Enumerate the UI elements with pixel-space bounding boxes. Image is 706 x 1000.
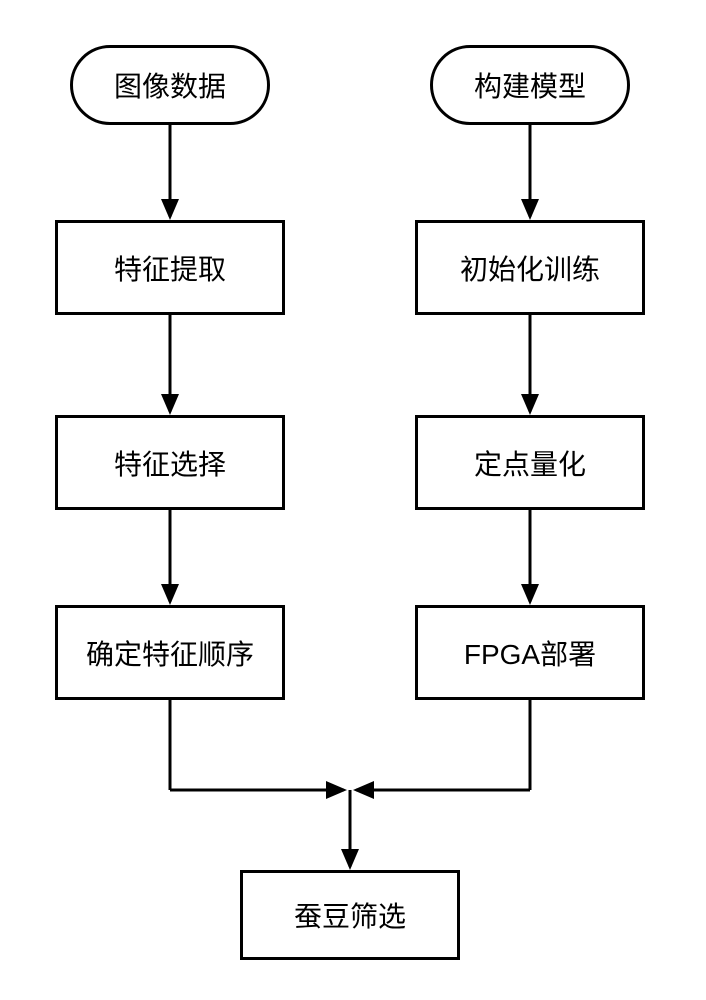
connectors	[0, 0, 706, 1000]
